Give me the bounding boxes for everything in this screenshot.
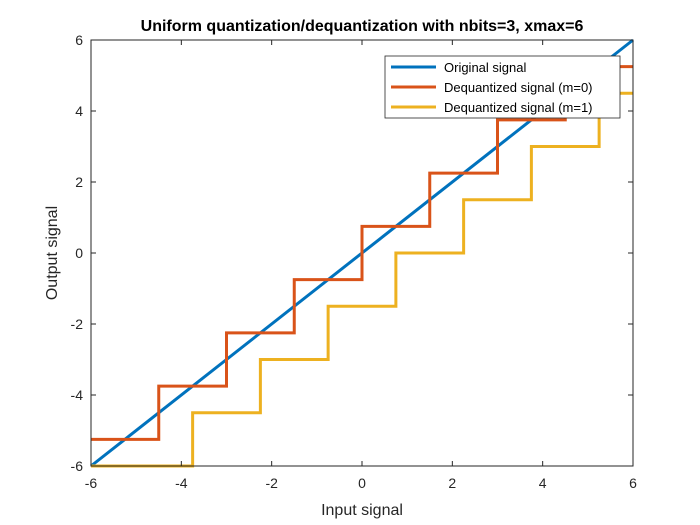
x-axis-label: Input signal — [321, 502, 403, 519]
y-tick-label: -4 — [71, 387, 84, 403]
x-tick-label: -6 — [85, 475, 98, 491]
y-tick-label: 4 — [75, 103, 83, 119]
x-tick-label: 6 — [629, 475, 637, 491]
legend-label-0: Original signal — [444, 60, 526, 75]
series-line-1 — [91, 65, 633, 441]
legend-items: Original signal Dequantized signal (m=0) D… — [391, 60, 593, 115]
x-tick-label: -4 — [175, 475, 188, 491]
y-tick-label: -2 — [71, 316, 84, 332]
y-axis-label: Output signal — [44, 206, 61, 300]
series-line-2 — [91, 91, 633, 468]
y-tick-label: -6 — [71, 458, 84, 474]
x-tick-label: 4 — [539, 475, 547, 491]
x-tick-label: 2 — [448, 475, 456, 491]
legend-label-2: Dequantized signal (m=1) — [444, 100, 593, 115]
x-tick-label: -2 — [265, 475, 278, 491]
y-tick-label: 6 — [75, 32, 83, 48]
x-tick-label: 0 — [358, 475, 366, 491]
legend: Original signal Dequantized signal (m=0) D… — [384, 55, 621, 119]
y-tick-label: 2 — [75, 174, 83, 190]
tick-layer: -6 -4 -2 0 2 4 6 -6 -4 -2 0 2 4 6 — [71, 32, 638, 491]
legend-label-1: Dequantized signal (m=0) — [444, 80, 593, 95]
chart-title: Uniform quantization/dequantization with… — [141, 18, 584, 35]
y-tick-label: 0 — [75, 245, 83, 261]
